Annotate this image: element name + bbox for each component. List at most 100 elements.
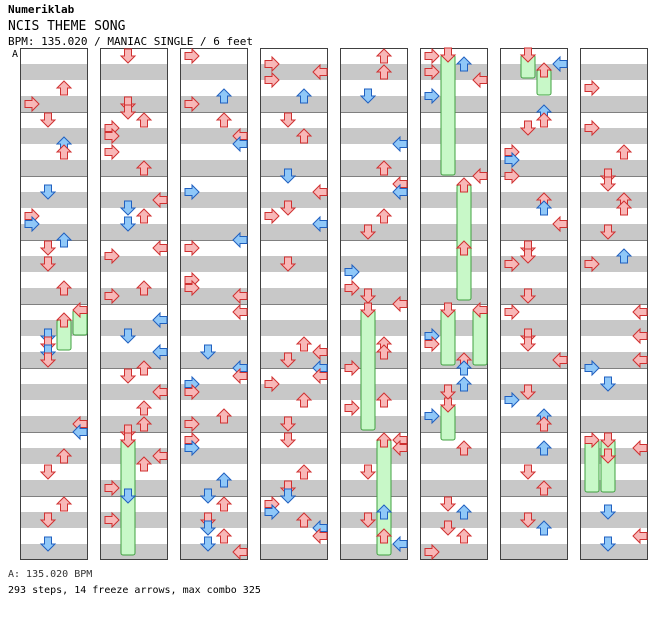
arrow-shape xyxy=(152,343,168,361)
step-arrow xyxy=(55,448,73,464)
step-arrow xyxy=(455,376,473,392)
arrow-shape xyxy=(375,208,393,224)
beat-stripe xyxy=(20,288,88,304)
arrow-shape xyxy=(104,247,120,265)
step-arrow xyxy=(344,359,360,377)
beat-stripe xyxy=(340,160,408,176)
step-arrow xyxy=(119,368,137,384)
step-arrow xyxy=(184,439,200,457)
arrow-shape xyxy=(375,160,393,176)
arrow-shape xyxy=(232,543,248,561)
step-arrow xyxy=(39,352,57,368)
step-arrow xyxy=(504,303,520,321)
beat-stripe xyxy=(580,352,648,368)
beat-stripe xyxy=(340,128,408,144)
beat-stripe xyxy=(180,416,248,432)
step-arrow xyxy=(119,328,137,344)
step-arrow xyxy=(584,431,600,449)
freeze-arrow-body xyxy=(440,309,456,366)
beat-stripe xyxy=(580,384,648,400)
step-arrow xyxy=(504,151,520,169)
step-arrow xyxy=(264,55,280,73)
step-arrow xyxy=(584,79,600,97)
beat-stripe xyxy=(340,256,408,272)
arrow-shape xyxy=(599,448,617,464)
step-arrow xyxy=(599,448,617,464)
step-arrow xyxy=(199,488,217,504)
step-arrow xyxy=(295,464,313,480)
beat-stripe xyxy=(20,224,88,240)
arrow-shape xyxy=(279,112,297,128)
arrow-shape xyxy=(632,351,648,369)
step-arrow xyxy=(184,183,200,201)
step-arrow xyxy=(232,135,248,153)
song-title: NCIS THEME SONG xyxy=(8,19,126,34)
arrow-shape xyxy=(519,336,537,352)
arrow-shape xyxy=(632,327,648,345)
arrow-shape xyxy=(504,151,520,169)
beat-stripe xyxy=(100,64,168,80)
step-arrow xyxy=(55,312,73,328)
beat-stripe xyxy=(180,320,248,336)
step-arrow xyxy=(135,160,153,176)
step-arrow xyxy=(135,208,153,224)
step-arrow xyxy=(312,367,328,385)
step-arrow xyxy=(39,512,57,528)
arrow-shape xyxy=(375,48,393,64)
arrow-shape xyxy=(599,176,617,192)
arrow-shape xyxy=(615,248,633,264)
step-arrow xyxy=(135,360,153,376)
step-arrow xyxy=(615,248,633,264)
arrow-shape xyxy=(135,160,153,176)
step-arrow xyxy=(519,47,537,63)
step-arrow xyxy=(424,63,440,81)
step-arrow xyxy=(392,295,408,313)
beat-stripe xyxy=(580,512,648,528)
arrow-shape xyxy=(519,248,537,264)
arrow-shape xyxy=(519,47,537,63)
freeze-arrow-body xyxy=(600,439,616,493)
arrow-shape xyxy=(119,368,137,384)
beat-stripe xyxy=(100,160,168,176)
step-arrow xyxy=(632,327,648,345)
beat-stripe xyxy=(260,96,328,112)
arrow-shape xyxy=(232,135,248,153)
step-arrow xyxy=(504,255,520,273)
beat-stripe xyxy=(260,448,328,464)
column-border xyxy=(260,48,328,560)
beat-stripe xyxy=(500,128,568,144)
arrow-shape xyxy=(135,280,153,296)
arrow-shape xyxy=(455,504,473,520)
step-arrow xyxy=(375,344,393,360)
arrow-shape xyxy=(39,512,57,528)
arrow-shape xyxy=(39,184,57,200)
step-arrow xyxy=(375,208,393,224)
arrow-shape xyxy=(24,95,40,113)
arrow-shape xyxy=(392,135,408,153)
beat-stripe xyxy=(420,192,488,208)
step-arrow xyxy=(375,392,393,408)
arrow-shape xyxy=(392,535,408,553)
arrow-shape xyxy=(599,376,617,392)
step-arrow xyxy=(215,496,233,512)
arrow-shape xyxy=(279,256,297,272)
beat-stripe xyxy=(500,416,568,432)
step-arrow xyxy=(104,479,120,497)
chart-stats: 293 steps, 14 freeze arrows, max combo 3… xyxy=(8,585,261,596)
beat-stripe xyxy=(20,192,88,208)
step-arrow xyxy=(599,224,617,240)
arrow-shape xyxy=(39,464,57,480)
step-arrow xyxy=(264,71,280,89)
arrow-shape xyxy=(295,512,313,528)
step-arrow xyxy=(392,535,408,553)
step-arrow xyxy=(632,439,648,457)
column-border xyxy=(180,48,248,560)
step-arrow xyxy=(504,391,520,409)
step-arrow xyxy=(552,351,568,369)
arrow-shape xyxy=(392,295,408,313)
step-arrow xyxy=(519,384,537,400)
beat-stripe xyxy=(340,96,408,112)
step-arrow xyxy=(215,88,233,104)
arrow-shape xyxy=(632,303,648,321)
freeze-arrow-body xyxy=(584,439,600,493)
